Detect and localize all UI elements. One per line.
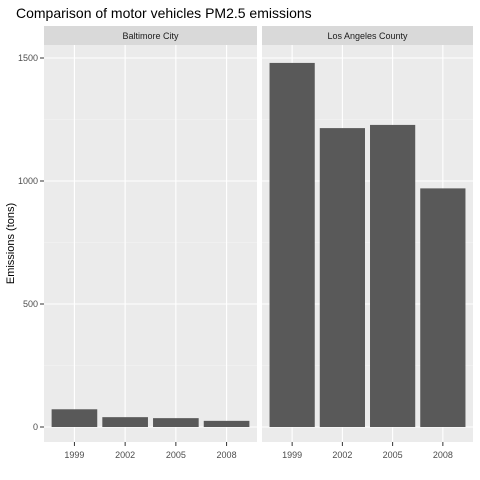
facet-strip-los-angeles-county [262, 26, 473, 45]
x-tick-label-baltimore-city-1999: 1999 [64, 450, 84, 460]
y-tick-label-0: 0 [33, 422, 38, 432]
facet-baltimore-city: Baltimore City 1999 2002 2005 2008 [44, 26, 257, 460]
facet-label-los-angeles-county: Los Angeles County [327, 31, 408, 41]
chart-title: Comparison of motor vehicles PM2.5 emiss… [16, 5, 312, 21]
bar-baltimore-city-1999 [51, 409, 98, 427]
bar-los-angeles-county-1999 [269, 62, 315, 428]
bar-baltimore-city-2008 [203, 420, 250, 427]
y-tick-label-1000: 1000 [18, 176, 38, 186]
bar-los-angeles-county-2008 [420, 188, 466, 427]
x-tick-label-los-angeles-county-2002: 2002 [332, 450, 352, 460]
facet-strip-baltimore-city [44, 26, 257, 45]
x-tick-label-los-angeles-county-2008: 2008 [433, 450, 453, 460]
bars-los-angeles-county [269, 62, 466, 428]
facet-label-baltimore-city: Baltimore City [122, 31, 179, 41]
y-tick-label-1500: 1500 [18, 53, 38, 63]
x-tick-label-baltimore-city-2008: 2008 [217, 450, 237, 460]
bar-los-angeles-county-2002 [319, 128, 365, 428]
x-tick-label-baltimore-city-2005: 2005 [166, 450, 186, 460]
bars-baltimore-city [51, 409, 250, 427]
panel-baltimore-city [44, 45, 257, 442]
x-tick-label-baltimore-city-2002: 2002 [115, 450, 135, 460]
facet-los-angeles-county: Los Angeles County 1999 2002 2005 2008 [262, 26, 473, 460]
x-tick-label-los-angeles-county-2005: 2005 [383, 450, 403, 460]
x-tick-label-los-angeles-county-1999: 1999 [282, 450, 302, 460]
x-axis-baltimore-city: 1999 2002 2005 2008 [64, 442, 237, 460]
y-tick-label-500: 500 [23, 299, 38, 309]
y-axis-title: Emissions (tons) [5, 203, 17, 284]
y-axis: 0 500 1000 1500 [18, 53, 44, 432]
bar-los-angeles-county-2005 [370, 124, 416, 428]
x-axis-los-angeles-county: 1999 2002 2005 2008 [282, 442, 453, 460]
bar-baltimore-city-2005 [153, 418, 199, 427]
bar-baltimore-city-2002 [102, 417, 148, 427]
